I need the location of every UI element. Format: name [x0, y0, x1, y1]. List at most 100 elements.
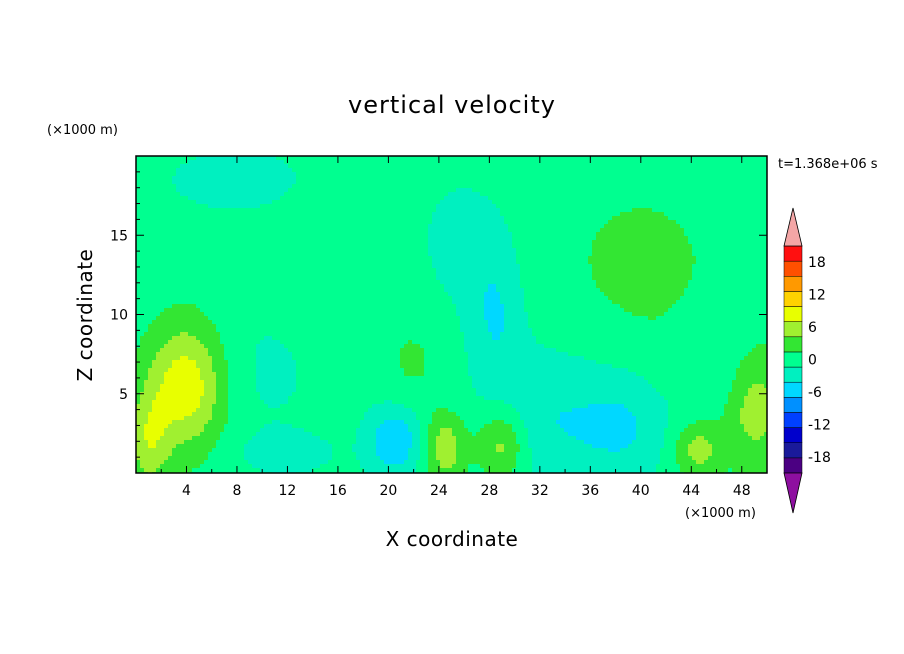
contour-cell — [180, 264, 185, 269]
contour-cell — [232, 172, 237, 177]
contour-cell — [508, 268, 513, 273]
contour-cell — [352, 160, 357, 165]
contour-cell — [136, 212, 141, 217]
contour-cell — [268, 276, 273, 281]
contour-cell — [452, 172, 457, 177]
contour-cell — [756, 212, 761, 217]
contour-cell — [516, 184, 521, 189]
contour-cell — [140, 252, 145, 257]
contour-cell — [320, 160, 325, 165]
contour-cell — [240, 252, 245, 257]
contour-cell — [632, 212, 637, 217]
contour-cell — [536, 272, 541, 277]
contour-cell — [136, 240, 141, 245]
contour-cell — [228, 220, 233, 225]
contour-cell — [620, 208, 625, 213]
contour-cell — [472, 192, 477, 197]
contour-cell — [244, 280, 249, 285]
contour-cell — [544, 272, 549, 277]
contour-cell — [548, 248, 553, 253]
contour-cell — [604, 200, 609, 205]
contour-cell — [396, 160, 401, 165]
contour-cell — [416, 252, 421, 257]
contour-cell — [488, 272, 493, 277]
contour-cell — [300, 200, 305, 205]
contour-cell — [184, 260, 189, 265]
contour-cell — [672, 268, 677, 273]
contour-cell — [728, 196, 733, 201]
contour-cell — [188, 160, 193, 165]
contour-cell — [252, 244, 257, 249]
contour-cell — [304, 260, 309, 265]
contour-cell — [456, 200, 461, 205]
contour-cell — [296, 232, 301, 237]
contour-cell — [516, 176, 521, 181]
contour-cell — [364, 172, 369, 177]
contour-cell — [760, 192, 765, 197]
contour-cell — [664, 176, 669, 181]
contour-cell — [348, 176, 353, 181]
contour-cell — [136, 224, 141, 229]
contour-cell — [620, 272, 625, 277]
contour-cell — [640, 276, 645, 281]
contour-cell — [416, 176, 421, 181]
contour-cell — [552, 200, 557, 205]
contour-cell — [608, 184, 613, 189]
contour-cell — [580, 232, 585, 237]
contour-cell — [748, 272, 753, 277]
contour-cell — [488, 212, 493, 217]
contour-cell — [252, 216, 257, 221]
contour-cell — [376, 204, 381, 209]
contour-cell — [172, 264, 177, 269]
contour-cell — [156, 196, 161, 201]
contour-cell — [348, 160, 353, 165]
contour-cell — [368, 172, 373, 177]
contour-cell — [732, 228, 737, 233]
contour-cell — [448, 176, 453, 181]
contour-cell — [244, 232, 249, 237]
contour-cell — [660, 272, 665, 277]
contour-cell — [576, 184, 581, 189]
contour-cell — [248, 200, 253, 205]
contour-cell — [188, 208, 193, 213]
contour-cell — [720, 188, 725, 193]
contour-cell — [404, 220, 409, 225]
contour-cell — [456, 180, 461, 185]
contour-cell — [188, 176, 193, 181]
contour-cell — [512, 216, 517, 221]
contour-cell — [656, 160, 661, 165]
contour-cell — [324, 268, 329, 273]
contour-cell — [572, 228, 577, 233]
contour-cell — [452, 176, 457, 181]
contour-cell — [372, 240, 377, 245]
contour-cell — [332, 204, 337, 209]
contour-cell — [448, 204, 453, 209]
contour-cell — [272, 216, 277, 221]
contour-cell — [580, 204, 585, 209]
contour-cell — [536, 268, 541, 273]
contour-cell — [568, 212, 573, 217]
contour-cell — [244, 184, 249, 189]
contour-cell — [540, 168, 545, 173]
contour-cell — [396, 164, 401, 169]
contour-cell — [456, 192, 461, 197]
contour-cell — [376, 200, 381, 205]
contour-cell — [400, 264, 405, 269]
contour-cell — [248, 168, 253, 173]
contour-cell — [764, 200, 768, 205]
contour-cell — [508, 232, 513, 237]
contour-cell — [384, 208, 389, 213]
contour-cell — [320, 272, 325, 277]
contour-cell — [528, 216, 533, 221]
contour-cell — [748, 268, 753, 273]
contour-cell — [632, 208, 637, 213]
contour-cell — [708, 256, 713, 261]
contour-cell — [512, 192, 517, 197]
contour-cell — [512, 156, 517, 161]
contour-cell — [260, 220, 265, 225]
contour-cell — [544, 156, 549, 161]
contour-cell — [248, 276, 253, 281]
contour-cell — [648, 184, 653, 189]
contour-cell — [184, 248, 189, 253]
contour-cell — [228, 196, 233, 201]
